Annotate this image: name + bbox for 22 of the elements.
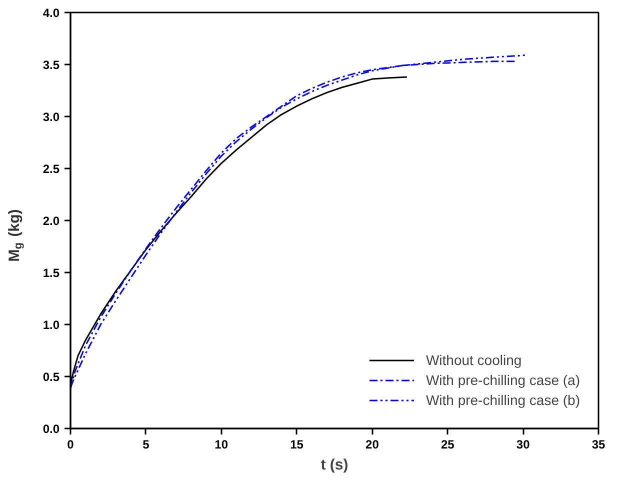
legend-label: With pre-chilling case (b) [426, 392, 580, 408]
y-tick-label: 4.0 [42, 6, 60, 20]
x-axis-title: t (s) [320, 456, 348, 474]
x-tick-label: 35 [592, 438, 606, 452]
y-tick-label: 3.0 [42, 110, 60, 124]
x-tick-label: 15 [290, 438, 304, 452]
y-tick-label: 0.0 [42, 422, 60, 436]
legend-label: Without cooling [426, 352, 522, 368]
y-tick-label: 3.5 [42, 58, 60, 72]
x-tick-label: 30 [516, 438, 530, 452]
y-tick-label: 0.5 [42, 370, 60, 384]
y-tick-label: 2.0 [42, 214, 60, 228]
legend-label: With pre-chilling case (a) [426, 372, 580, 388]
x-tick-label: 20 [366, 438, 380, 452]
x-tick-label: 5 [142, 438, 150, 452]
x-tick-label: 0 [67, 438, 74, 452]
x-tick-label: 10 [214, 438, 228, 452]
y-tick-label: 1.0 [42, 318, 60, 332]
x-tick-label: 25 [440, 438, 455, 452]
y-tick-label: 1.5 [42, 266, 60, 280]
y-axis-title: Mg (kg) [6, 209, 24, 262]
y-tick-label: 2.5 [42, 162, 60, 176]
